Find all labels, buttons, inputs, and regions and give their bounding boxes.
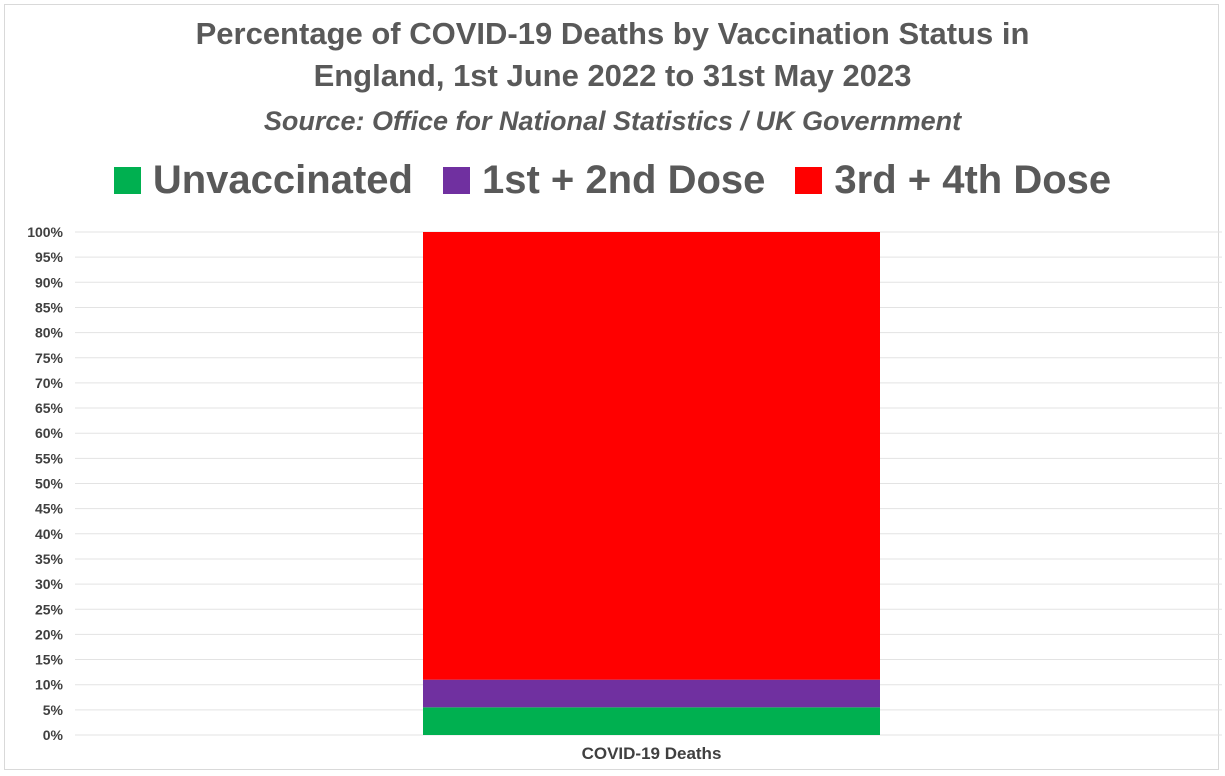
y-tick-label: 70% bbox=[35, 375, 64, 391]
x-category-label: COVID-19 Deaths bbox=[582, 744, 722, 763]
legend-swatch-3rd-4th-dose bbox=[795, 167, 823, 194]
legend-item-1st-2nd-dose: 1st + 2nd Dose bbox=[442, 158, 766, 203]
legend-swatch-1st-2nd-dose bbox=[442, 167, 470, 194]
legend-label-3rd-4th-dose: 3rd + 4th Dose bbox=[834, 158, 1112, 202]
y-tick-label: 50% bbox=[35, 476, 64, 492]
y-tick-label: 20% bbox=[35, 626, 64, 642]
legend: Unvaccinated 1st + 2nd Dose 3rd + 4th Do… bbox=[0, 158, 1225, 203]
chart-subtitle: Source: Office for National Statistics /… bbox=[263, 106, 962, 136]
legend-label-1st-2nd-dose: 1st + 2nd Dose bbox=[481, 158, 766, 202]
bar-segment-1st-2nd-dose bbox=[423, 679, 880, 708]
y-tick-label: 100% bbox=[27, 224, 63, 240]
legend-item-unvaccinated: Unvaccinated bbox=[113, 158, 413, 203]
legend-item-3rd-4th-dose: 3rd + 4th Dose bbox=[795, 158, 1111, 203]
y-tick-label: 10% bbox=[35, 677, 64, 693]
y-tick-label: 95% bbox=[35, 249, 64, 265]
bar-segment-3rd-4th-dose bbox=[423, 232, 880, 680]
y-tick-label: 60% bbox=[35, 425, 64, 441]
y-tick-label: 90% bbox=[35, 274, 64, 290]
y-tick-label: 40% bbox=[35, 526, 64, 542]
y-tick-label: 0% bbox=[43, 727, 64, 743]
y-tick-label: 75% bbox=[35, 350, 64, 366]
chart-title-line2: England, 1st June 2022 to 31st May 2023 bbox=[313, 58, 912, 93]
y-tick-label: 30% bbox=[35, 576, 64, 592]
y-tick-label: 35% bbox=[35, 551, 64, 567]
chart-title: Percentage of COVID-19 Deaths by Vaccina… bbox=[195, 16, 1030, 51]
y-tick-label: 45% bbox=[35, 501, 64, 517]
y-tick-label: 55% bbox=[35, 450, 64, 466]
legend-label-unvaccinated: Unvaccinated bbox=[152, 158, 413, 202]
y-tick-label: 25% bbox=[35, 601, 64, 617]
legend-swatch-unvaccinated bbox=[113, 167, 141, 194]
y-tick-label: 65% bbox=[35, 400, 64, 416]
y-tick-label: 85% bbox=[35, 299, 64, 315]
y-tick-label: 5% bbox=[43, 702, 64, 718]
bar-segment-unvaccinated bbox=[423, 707, 880, 735]
y-tick-label: 15% bbox=[35, 652, 64, 668]
y-tick-label: 80% bbox=[35, 325, 64, 341]
chart-frame bbox=[4, 4, 1219, 770]
